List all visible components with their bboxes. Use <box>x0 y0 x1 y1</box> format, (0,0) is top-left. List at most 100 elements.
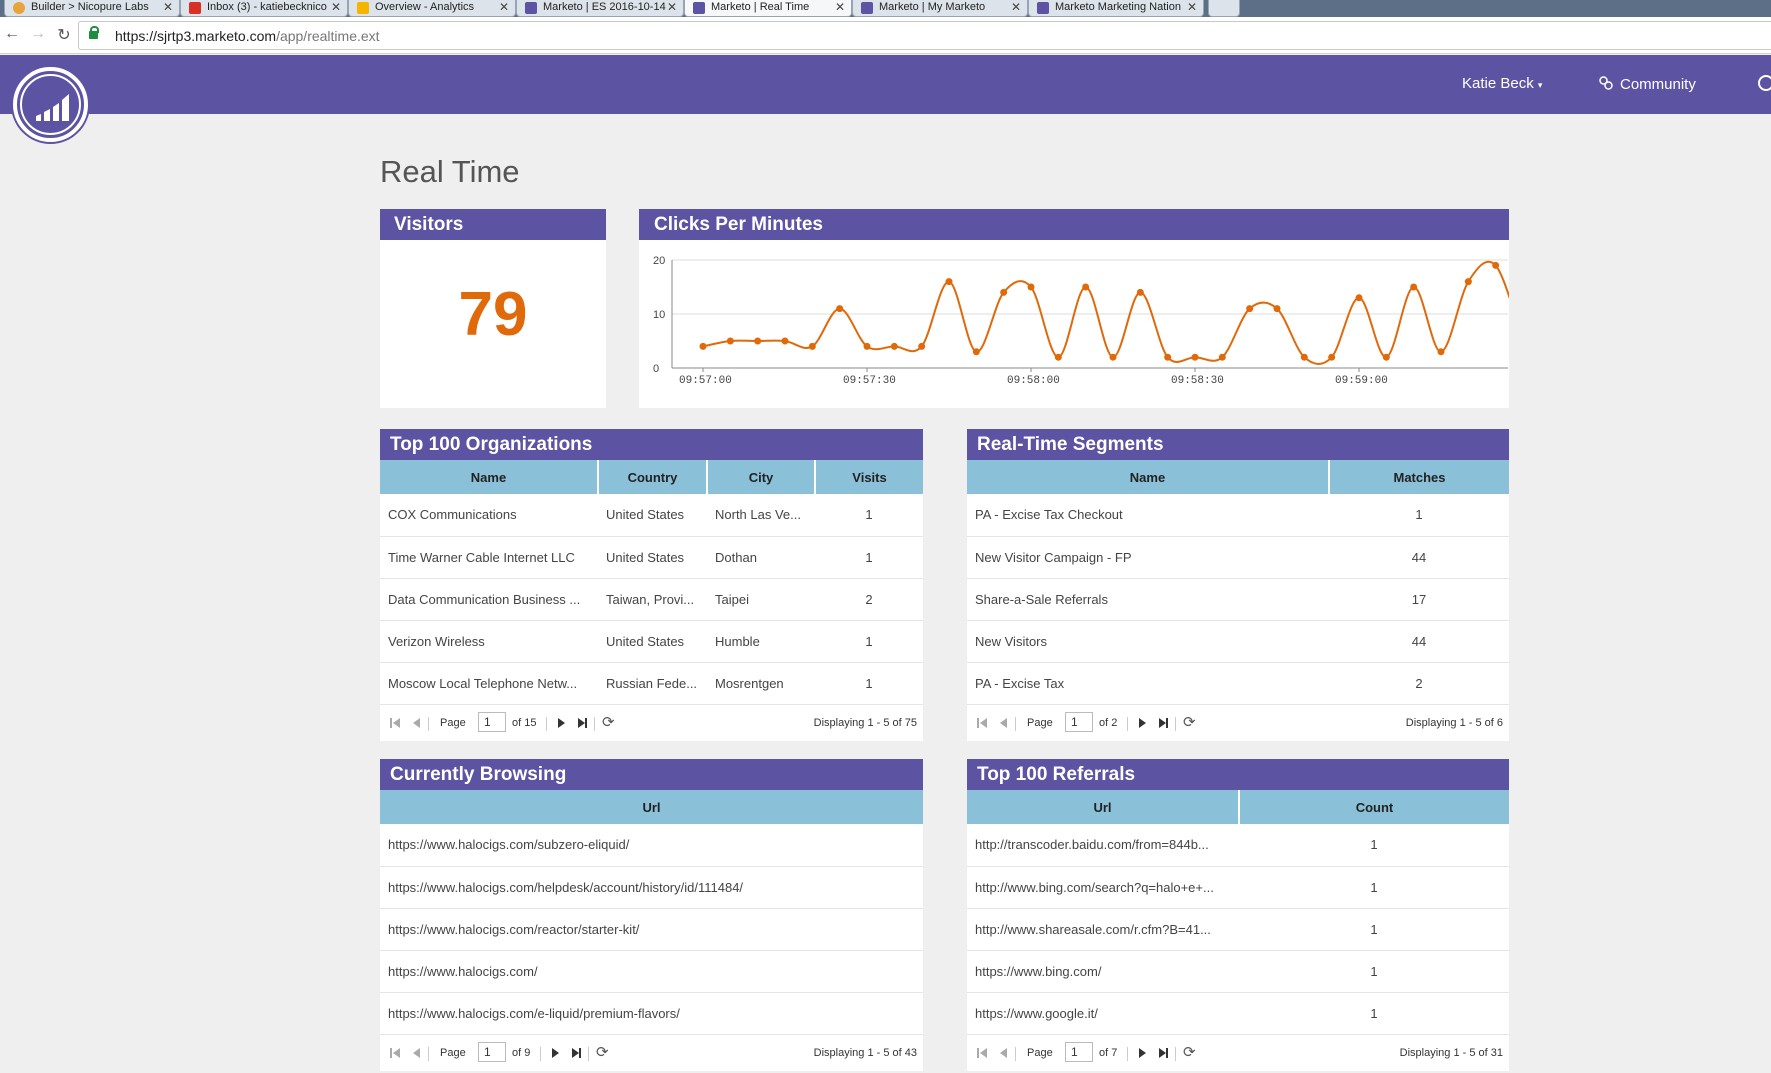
close-icon[interactable]: ✕ <box>666 0 677 14</box>
back-arrow-icon[interactable]: ← <box>4 25 20 42</box>
table-row[interactable]: http://www.shareasale.com/r.cfm?B=41... 1 <box>967 908 1509 951</box>
last-page-icon[interactable] <box>572 1047 579 1058</box>
table-row[interactable]: PA - Excise Tax 2 <box>967 662 1509 705</box>
refresh-icon[interactable]: ⟳ <box>1183 1043 1196 1061</box>
table-row[interactable]: New Visitors 44 <box>967 620 1509 663</box>
refresh-icon[interactable]: ⟳ <box>1183 713 1196 731</box>
user-name: Katie Beck <box>1462 75 1534 92</box>
browser-tab[interactable]: Marketo | My Marketo ✕ <box>852 0 1028 17</box>
prev-page-icon[interactable] <box>413 1047 420 1058</box>
table-row[interactable]: https://www.halocigs.com/helpdesk/accoun… <box>380 866 923 909</box>
page-input[interactable]: 1 <box>1065 711 1093 732</box>
segments-title: Real-Time Segments <box>967 429 1509 460</box>
table-row[interactable]: Data Communication Business ... Taiwan, P… <box>380 578 923 621</box>
last-page-icon[interactable] <box>1159 1047 1166 1058</box>
column-header-country[interactable]: Country <box>598 460 708 494</box>
column-header-name[interactable]: Name <box>967 460 1330 494</box>
next-page-icon[interactable] <box>1139 717 1146 728</box>
table-row[interactable]: https://www.bing.com/1 <box>967 950 1509 993</box>
lock-icon <box>89 26 99 39</box>
table-row[interactable]: https://www.halocigs.com/ <box>380 950 923 993</box>
help-icon[interactable] <box>1758 75 1771 91</box>
column-header-count[interactable]: Count <box>1239 790 1509 824</box>
next-page-icon[interactable] <box>1139 1047 1146 1058</box>
column-header-url[interactable]: Url <box>380 790 923 824</box>
first-page-arrow-icon[interactable] <box>393 717 400 728</box>
community-link[interactable]: Community <box>1598 75 1696 93</box>
visitors-count: 79 <box>458 280 528 349</box>
close-icon[interactable]: ✕ <box>162 0 173 14</box>
last-page-icon[interactable] <box>1159 717 1166 728</box>
close-icon[interactable]: ✕ <box>834 0 845 14</box>
table-row[interactable]: COX Communications United States North Las… <box>380 494 923 537</box>
page-input[interactable]: 1 <box>1065 1041 1093 1062</box>
forward-arrow-icon[interactable]: → <box>30 25 46 42</box>
page-input[interactable]: 1 <box>478 711 506 732</box>
first-page-arrow-icon[interactable] <box>980 717 987 728</box>
x-tick-label: 09:59:00 <box>1335 375 1388 387</box>
last-page-icon[interactable] <box>578 717 585 728</box>
first-page-icon[interactable] <box>390 1047 392 1058</box>
segment-name: PA - Excise Tax <box>967 662 1329 705</box>
table-row[interactable]: http://www.bing.com/search?q=halo+e+... 1 <box>967 866 1509 909</box>
first-page-icon[interactable] <box>977 717 979 728</box>
close-icon[interactable]: ✕ <box>1186 0 1197 14</box>
page-input[interactable]: 1 <box>478 1041 506 1062</box>
column-header-url[interactable]: Url <box>967 790 1240 824</box>
reload-icon[interactable]: ↻ <box>57 27 71 44</box>
table-row[interactable]: Share-a-Sale Referrals 17 <box>967 578 1509 621</box>
table-row[interactable]: New Visitor Campaign - FP 44 <box>967 536 1509 579</box>
column-header-city[interactable]: City <box>707 460 816 494</box>
org-visits: 1 <box>815 536 923 579</box>
url-text: https://sjrtp3.marketo.com/app/realtime.… <box>115 28 380 44</box>
close-icon[interactable]: ✕ <box>1010 0 1021 14</box>
prev-page-icon[interactable] <box>413 717 420 728</box>
browser-tab-active[interactable]: Marketo | Real Time ✕ <box>684 0 852 17</box>
address-bar[interactable]: https://sjrtp3.marketo.com/app/realtime.… <box>78 21 1771 50</box>
column-header-visits[interactable]: Visits <box>815 460 923 494</box>
prev-page-icon[interactable] <box>1000 717 1007 728</box>
user-menu[interactable]: Katie Beck ▾ <box>1462 75 1542 92</box>
table-row[interactable]: https://www.halocigs.com/reactor/starter… <box>380 908 923 951</box>
y-tick-label: 0 <box>653 363 659 375</box>
first-page-arrow-icon[interactable] <box>980 1047 987 1058</box>
data-point <box>1027 283 1035 291</box>
data-point <box>918 342 926 350</box>
column-header-matches[interactable]: Matches <box>1329 460 1509 494</box>
browser-tab[interactable]: Inbox (3) - katiebecknico ✕ <box>180 0 348 17</box>
x-tick-label: 09:57:30 <box>843 375 896 387</box>
table-row[interactable]: Verizon Wireless United States Humble 1 <box>380 620 923 663</box>
last-page-bar-icon <box>1166 1047 1168 1058</box>
browser-tab[interactable]: Marketo | ES 2016-10-14 ✕ <box>516 0 684 17</box>
table-row[interactable]: https://www.halocigs.com/subzero-eliquid… <box>380 824 923 867</box>
browser-tab[interactable]: Builder > Nicopure Labs ✕ <box>4 0 180 17</box>
close-icon[interactable]: ✕ <box>498 0 509 14</box>
table-row[interactable]: Moscow Local Telephone Netw... Russian Fe… <box>380 662 923 705</box>
prev-page-icon[interactable] <box>1000 1047 1007 1058</box>
table-row[interactable]: Time Warner Cable Internet LLC United Sta… <box>380 536 923 579</box>
org-visits: 2 <box>815 578 923 621</box>
link-icon <box>1599 76 1613 90</box>
marketo-logo-icon <box>36 94 69 121</box>
browser-tab[interactable]: Marketo Marketing Nation ✕ <box>1028 0 1204 17</box>
table-row[interactable]: PA - Excise Tax Checkout 1 <box>967 494 1509 537</box>
displaying-text: Displaying 1 - 5 of 43 <box>813 1046 917 1059</box>
marketo-logo[interactable] <box>13 67 88 142</box>
page-count: of 15 <box>512 716 537 729</box>
close-icon[interactable]: ✕ <box>330 0 341 14</box>
first-page-icon[interactable] <box>390 717 392 728</box>
org-country: United States <box>598 620 707 663</box>
next-page-icon[interactable] <box>552 1047 559 1058</box>
table-row[interactable]: https://www.halocigs.com/e-liquid/premiu… <box>380 992 923 1035</box>
table-row[interactable]: https://www.google.it/1 <box>967 992 1509 1035</box>
column-header-name[interactable]: Name <box>380 460 599 494</box>
refresh-icon[interactable]: ⟳ <box>596 1043 609 1061</box>
next-page-icon[interactable] <box>558 717 565 728</box>
new-tab-button[interactable] <box>1208 0 1240 17</box>
first-page-icon[interactable] <box>977 1047 979 1058</box>
browsing-pager: Page 1 of 9 ⟳ Displaying 1 - 5 of 43 <box>380 1034 923 1071</box>
refresh-icon[interactable]: ⟳ <box>602 713 615 731</box>
table-row[interactable]: http://transcoder.baidu.com/from=844b...… <box>967 824 1509 867</box>
first-page-arrow-icon[interactable] <box>393 1047 400 1058</box>
browser-tab[interactable]: Overview - Analytics ✕ <box>348 0 516 17</box>
